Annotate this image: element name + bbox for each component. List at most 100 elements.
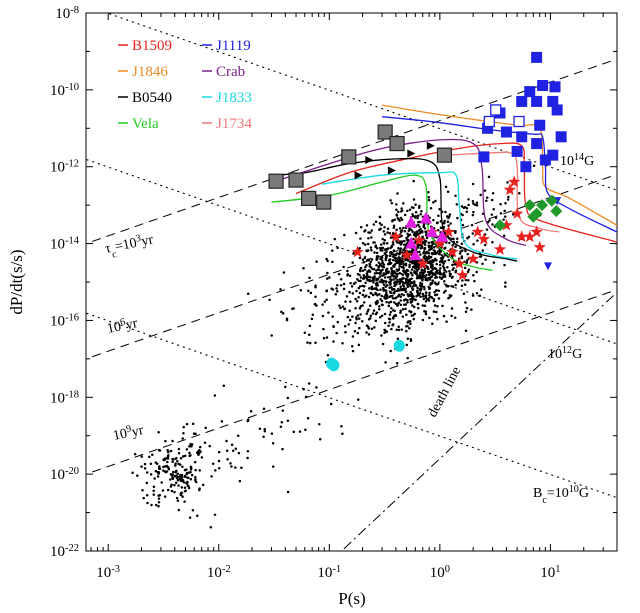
pulsar-dot — [326, 259, 329, 263]
pulsar-dot — [422, 285, 426, 289]
pulsar-dot — [392, 278, 395, 281]
red-star-marker — [477, 232, 491, 245]
pulsar-dot — [455, 240, 459, 244]
pulsar-dot — [418, 243, 422, 247]
pulsar-dot — [188, 451, 191, 455]
pulsar-dot — [414, 214, 418, 218]
pulsar-dot — [355, 289, 358, 293]
pulsar-dot — [410, 228, 413, 232]
pulsar-dot — [503, 209, 506, 213]
pulsar-dot — [396, 258, 400, 262]
pulsar-dot — [384, 280, 388, 283]
pulsar-dot — [409, 297, 412, 301]
pulsar-dot — [463, 266, 467, 270]
pulsar-dot — [358, 256, 362, 260]
pulsar-dot — [131, 471, 134, 475]
pulsar-dot — [171, 460, 174, 464]
pulsar-dot — [352, 252, 355, 255]
pulsar-dot — [181, 437, 184, 440]
pulsar-dot — [362, 301, 366, 304]
pulsar-dot — [475, 203, 479, 207]
pulsar-dot — [430, 251, 434, 255]
pulsar-dot — [415, 272, 419, 276]
y-tick-label: 10-22 — [50, 543, 79, 561]
pulsar-dot — [399, 309, 402, 312]
track-arrow — [426, 141, 435, 150]
y-tick-label: 10-8 — [55, 5, 79, 23]
pulsar-dot — [328, 276, 331, 279]
pulsar-dot — [441, 276, 444, 279]
pulsar-dot — [431, 267, 434, 270]
blue-square-marker — [511, 145, 523, 157]
pulsar-dot — [175, 474, 178, 477]
pulsar-dot — [436, 317, 439, 321]
pulsar-dot — [349, 300, 352, 303]
pulsar-dot — [392, 243, 395, 246]
pulsar-dot — [391, 220, 394, 223]
pulsar-dot — [151, 453, 154, 456]
pulsar-dot — [262, 435, 265, 438]
age-line — [86, 289, 617, 475]
pulsar-dot — [411, 273, 414, 277]
pulsar-dot — [464, 310, 468, 313]
pulsar-dot — [458, 252, 462, 255]
pulsar-dot — [310, 317, 314, 321]
pulsar-dot — [403, 213, 407, 217]
pulsar-dot — [399, 285, 402, 289]
pulsar-dot — [178, 463, 182, 466]
pulsar-dot — [421, 279, 424, 282]
pulsar-dot — [405, 343, 409, 347]
pulsar-dot — [461, 213, 464, 217]
pulsar-dot — [430, 247, 434, 250]
magenta-triangle-marker — [405, 236, 418, 249]
pulsar-dot — [357, 317, 361, 320]
pulsar-dot — [446, 190, 450, 194]
pulsar-dot — [431, 242, 435, 246]
pulsar-dot — [379, 246, 383, 250]
pulsar-dot — [439, 266, 442, 270]
pulsar-dot — [467, 268, 471, 271]
pulsar-dot — [346, 273, 350, 276]
pulsar-dot — [401, 281, 405, 284]
pulsar-dot — [488, 219, 491, 222]
pulsar-dot — [371, 312, 375, 315]
pulsar-dot — [433, 272, 436, 276]
y-tick-label: 10-20 — [50, 466, 79, 484]
pulsar-dot — [369, 317, 372, 320]
pulsar-dot — [499, 212, 503, 215]
pulsar-dot — [404, 263, 408, 267]
gray-square-marker — [288, 172, 304, 188]
pulsar-dot — [424, 230, 428, 234]
pulsar-dot — [217, 467, 221, 470]
pulsar-dot — [179, 493, 183, 497]
ref-line-label: 106yr — [105, 314, 139, 337]
pulsar-dot — [419, 271, 422, 274]
track-j1846 — [381, 104, 617, 226]
pulsar-dot — [443, 275, 447, 278]
pulsar-dot — [400, 241, 403, 244]
pulsar-dot — [404, 290, 408, 294]
pulsar-dot — [440, 258, 444, 262]
pulsar-dot — [308, 324, 312, 328]
pulsar-dot — [332, 324, 335, 328]
pulsar-dot — [410, 250, 414, 254]
pulsar-dot — [169, 478, 172, 481]
pulsar-dot — [157, 504, 160, 508]
pulsar-dot — [418, 292, 422, 295]
magenta-triangle-marker — [405, 215, 418, 228]
pulsar-dot — [386, 267, 389, 270]
pulsar-dot — [176, 499, 180, 502]
pulsar-dot — [479, 193, 482, 197]
pulsar-dot — [395, 296, 398, 299]
pulsar-dot — [421, 318, 425, 322]
death-line — [340, 291, 617, 551]
pulsar-dot — [185, 482, 189, 485]
pulsar-dot — [143, 462, 147, 466]
legend-label: J1846 — [132, 64, 168, 80]
pulsar-dot — [487, 175, 491, 179]
pulsar-dot — [163, 495, 167, 498]
pulsar-dot — [400, 293, 404, 296]
pulsar-dot — [389, 282, 392, 286]
pulsar-dot — [434, 199, 437, 203]
pulsar-dot — [355, 316, 358, 319]
